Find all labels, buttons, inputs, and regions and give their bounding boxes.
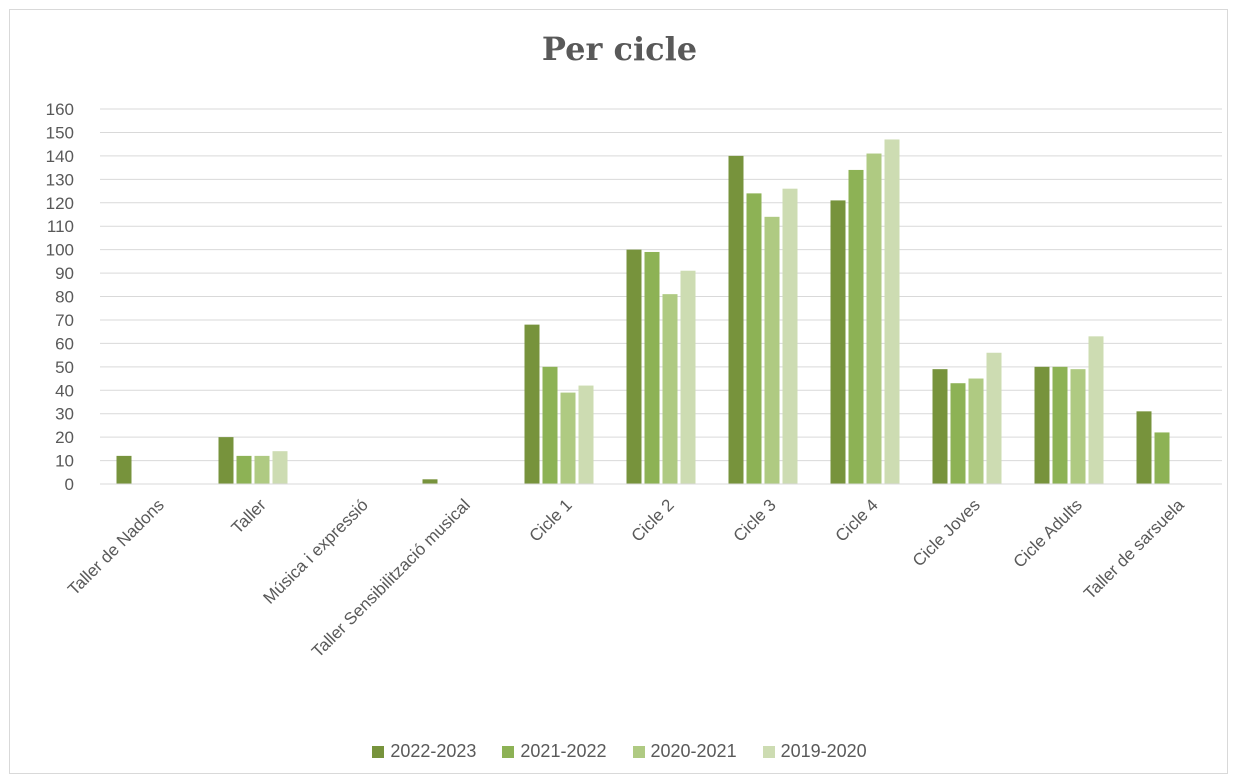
y-tick-label: 60 (55, 334, 74, 353)
bar-2019-2020 (884, 139, 900, 484)
x-tick-label: Cicle Adults (1010, 495, 1086, 571)
bar-2021-2022 (644, 251, 660, 484)
bar-2020-2021 (560, 392, 576, 484)
bar-2019-2020 (1088, 336, 1104, 484)
bar-2019-2020 (782, 188, 798, 484)
legend-label: 2019-2020 (780, 741, 867, 761)
y-tick-label: 120 (46, 194, 74, 213)
bar-2021-2022 (950, 383, 966, 484)
bar-2020-2021 (764, 216, 780, 484)
chart-legend: 2022-2023 2021-2022 2020-2021 2019-2020 (0, 741, 1239, 762)
chart-title: Per cicle (541, 30, 698, 68)
bar-2022-2023 (116, 455, 132, 484)
legend-label: 2022-2023 (390, 741, 477, 761)
bar-2022-2023 (422, 479, 438, 484)
bar-2019-2020 (986, 352, 1002, 484)
bar-2022-2023 (728, 155, 744, 484)
y-tick-label: 100 (46, 241, 74, 260)
y-tick-label: 80 (55, 288, 74, 307)
bar-2021-2022 (542, 366, 558, 484)
bar-2021-2022 (848, 169, 864, 484)
legend-item: 2021-2022 (502, 741, 607, 762)
legend-swatch (372, 745, 385, 758)
y-tick-label: 10 (55, 452, 74, 471)
x-tick-label: Cicle 2 (628, 495, 678, 545)
legend-swatch (502, 745, 515, 758)
y-tick-label: 160 (46, 100, 74, 119)
legend-item: 2020-2021 (632, 741, 737, 762)
bar-2022-2023 (626, 249, 642, 484)
x-tick-label: Taller de sarsuela (1080, 495, 1188, 603)
y-tick-label: 30 (55, 405, 74, 424)
y-tick-label: 70 (55, 311, 74, 330)
bar-2020-2021 (968, 378, 984, 484)
bar-2021-2022 (236, 455, 252, 484)
y-tick-label: 40 (55, 381, 74, 400)
legend-item: 2019-2020 (762, 741, 867, 762)
y-tick-label: 50 (55, 358, 74, 377)
bar-2019-2020 (578, 385, 594, 484)
y-tick-label: 20 (55, 428, 74, 447)
legend-swatch (762, 745, 775, 758)
bar-2020-2021 (254, 455, 270, 484)
x-tick-label: Cicle 4 (832, 495, 882, 545)
x-tick-label: Taller de Nadons (64, 495, 168, 599)
bar-2021-2022 (1154, 432, 1170, 484)
x-tick-label: Música i expressió (260, 495, 372, 607)
bar-2019-2020 (272, 451, 288, 484)
bar-2022-2023 (830, 200, 846, 484)
bar-2020-2021 (1070, 369, 1086, 484)
bar-2022-2023 (1136, 411, 1152, 484)
bar-2022-2023 (1034, 366, 1050, 484)
y-tick-label: 130 (46, 170, 74, 189)
x-tick-label: Taller (228, 495, 270, 537)
x-tick-label: Cicle 3 (730, 495, 780, 545)
bar-2020-2021 (866, 153, 882, 484)
bar-2022-2023 (218, 437, 234, 484)
bar-2020-2021 (662, 294, 678, 484)
legend-swatch (632, 745, 645, 758)
y-tick-label: 0 (65, 475, 74, 494)
bar-2019-2020 (680, 270, 696, 484)
legend-label: 2020-2021 (650, 741, 737, 761)
y-tick-label: 140 (46, 147, 74, 166)
legend-item: 2022-2023 (372, 741, 476, 762)
y-tick-label: 150 (46, 123, 74, 142)
chart-frame (9, 9, 1228, 774)
bar-2021-2022 (1052, 366, 1068, 484)
x-tick-label: Cicle Joves (909, 495, 984, 570)
bar-2022-2023 (524, 324, 540, 484)
x-tick-label: Cicle 1 (526, 495, 576, 545)
bar-2022-2023 (932, 369, 948, 484)
y-tick-label: 90 (55, 264, 74, 283)
y-tick-label: 110 (47, 217, 74, 236)
legend-label: 2021-2022 (520, 741, 607, 761)
bar-2021-2022 (746, 193, 762, 484)
